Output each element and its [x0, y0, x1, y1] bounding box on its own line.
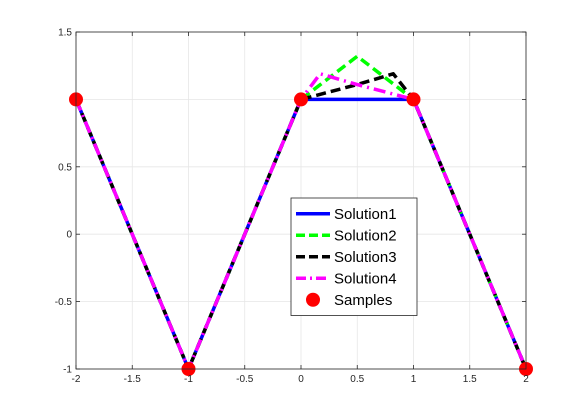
y-tick-label: 0: [66, 230, 72, 241]
sample-point: [406, 92, 421, 107]
legend-label-samples: Samples: [334, 292, 392, 309]
sample-point: [294, 92, 308, 107]
legend-label-solution1: Solution1: [334, 206, 397, 223]
y-tick-label: 1.5: [58, 28, 72, 39]
x-tick-label: 2: [523, 374, 529, 385]
legend-label-solution3: Solution3: [334, 249, 397, 266]
x-tick-label: 0: [298, 374, 304, 385]
tick-labels: -2 -1.5 -1 -0.5 0 0.5 1 1.5 2 -1 -0.5 0 0.5 1.5: [55, 28, 529, 386]
x-tick-label: -1: [184, 374, 193, 385]
y-tick-label: -0.5: [55, 297, 73, 308]
x-tick-label: 1: [411, 374, 417, 385]
x-tick-label: -0.5: [236, 374, 254, 385]
x-tick-label: -1.5: [124, 374, 142, 385]
x-tick-label: 1.5: [463, 374, 477, 385]
y-tick-label: -1: [63, 365, 72, 376]
legend-marker-samples: [306, 292, 320, 307]
x-tick-label: 0.5: [350, 374, 364, 385]
x-tick-label: -2: [72, 374, 81, 385]
legend-label-solution2: Solution2: [334, 227, 397, 244]
axes-box: [75, 31, 527, 370]
legend: Solution1 Solution2 Solution3 Solution4 Samp…: [290, 197, 418, 316]
y-tick-label: 0.5: [58, 162, 72, 173]
legend-label-solution4: Solution4: [334, 270, 397, 287]
